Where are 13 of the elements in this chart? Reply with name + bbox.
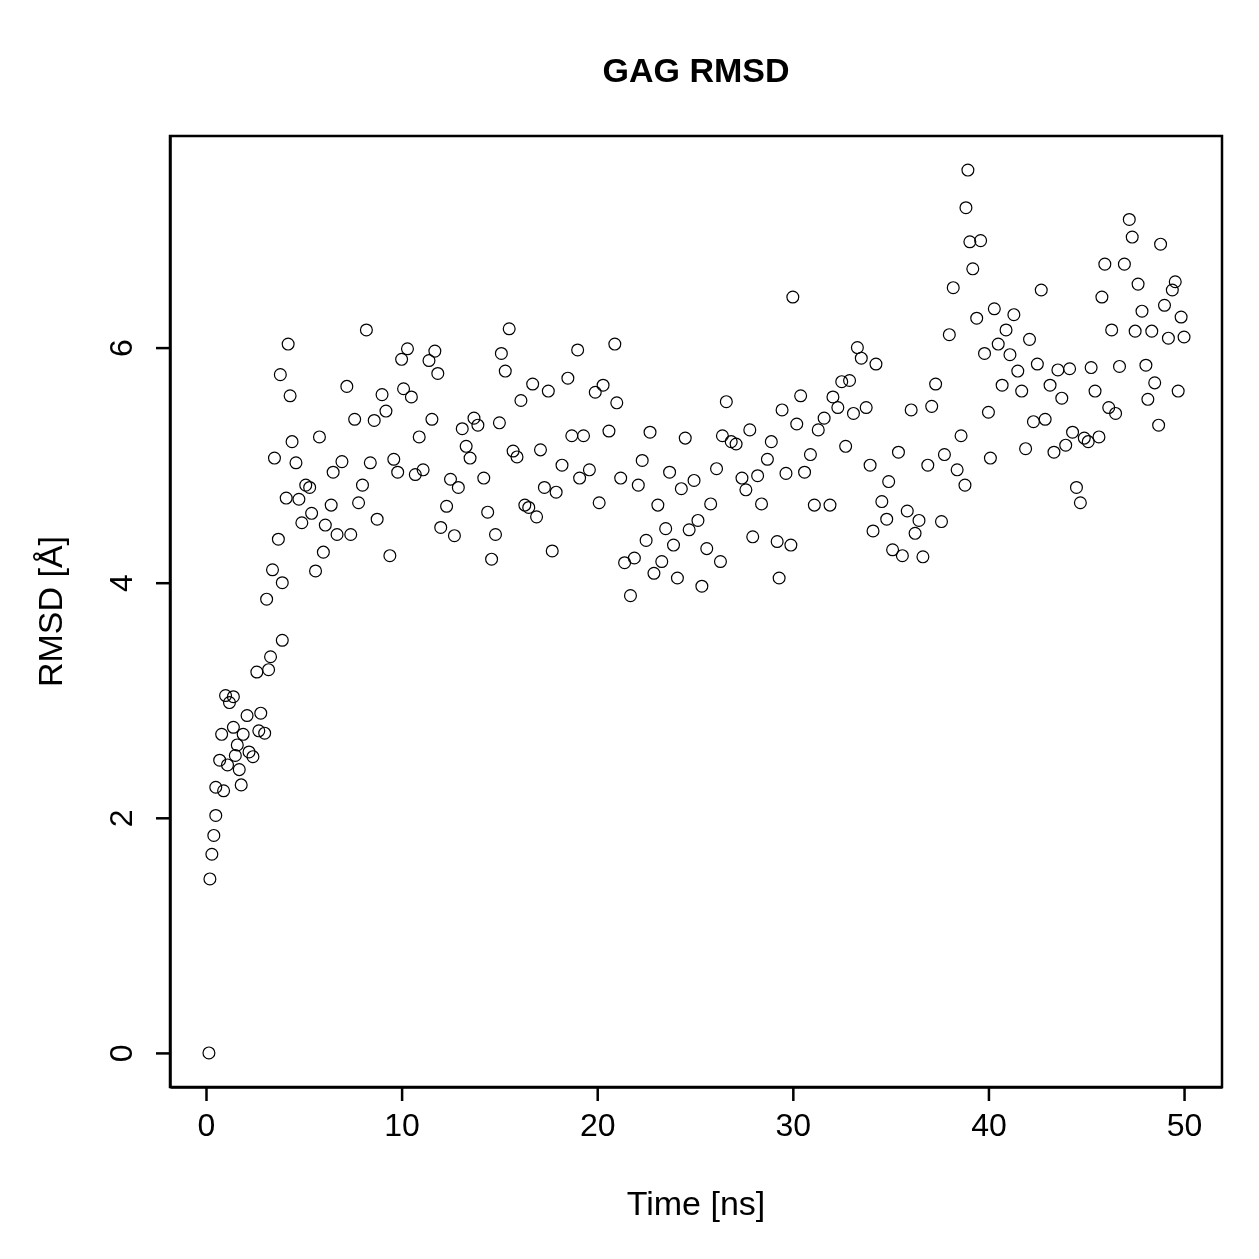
x-axis-title: Time [ns] (626, 1184, 766, 1222)
y-axis-title: RMSD [Å] (31, 535, 69, 688)
y-tick-label: 2 (103, 809, 139, 828)
y-tick-label: 0 (103, 1044, 139, 1063)
x-tick-label: 20 (579, 1106, 616, 1143)
chart-title: GAG RMSD (602, 51, 790, 89)
y-tick-label: 4 (103, 574, 139, 593)
x-tick-label: 30 (775, 1106, 812, 1143)
x-tick-label: 0 (197, 1106, 216, 1143)
x-tick-label: 10 (384, 1106, 420, 1143)
y-tick-label: 6 (103, 339, 139, 357)
x-tick-label: 50 (1166, 1106, 1203, 1143)
x-tick-label: 40 (971, 1106, 1007, 1143)
